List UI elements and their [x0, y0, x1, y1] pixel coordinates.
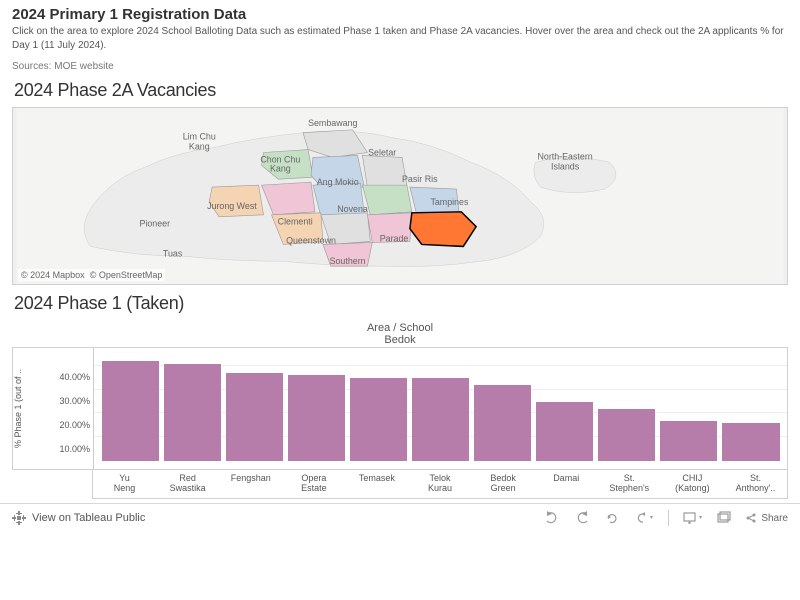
- tableau-link[interactable]: View on Tableau Public: [12, 511, 145, 525]
- svg-text:Parade: Parade: [380, 233, 409, 243]
- replay-button[interactable]: [604, 511, 620, 525]
- footer-toolbar: View on Tableau Public Share: [0, 503, 800, 533]
- svg-text:Queenstown: Queenstown: [286, 235, 336, 245]
- bar-column[interactable]: [535, 402, 595, 461]
- bar-column[interactable]: [597, 409, 657, 461]
- bar-column[interactable]: [286, 375, 346, 461]
- x-label: Damai: [535, 470, 598, 498]
- map-attribution: © 2024 Mapbox © OpenStreetMap: [18, 269, 165, 281]
- redo-button[interactable]: [574, 511, 590, 525]
- chart-header-label: Area / School: [12, 322, 788, 334]
- x-axis-labels: YuNengRedSwastikaFengshanOperaEstateTema…: [92, 470, 788, 499]
- bar[interactable]: [226, 373, 283, 461]
- bar[interactable]: [722, 423, 779, 461]
- get-image-button[interactable]: [717, 511, 731, 525]
- chart-section-title: 2024 Phase 1 (Taken): [0, 285, 800, 320]
- page-subtitle: Click on the area to explore 2024 School…: [12, 25, 788, 53]
- map-section-title: 2024 Phase 2A Vacancies: [0, 72, 800, 107]
- x-label: St.Anthony'..: [724, 470, 787, 498]
- bar-column[interactable]: [348, 378, 408, 461]
- x-label: OperaEstate: [282, 470, 345, 498]
- undo-button[interactable]: [544, 511, 560, 525]
- bar-column[interactable]: [224, 373, 284, 461]
- bar[interactable]: [102, 361, 159, 461]
- svg-text:Kang: Kang: [270, 163, 291, 173]
- tableau-icon: [12, 511, 26, 525]
- svg-text:Tuas: Tuas: [163, 248, 183, 258]
- x-label: TelokKurau: [408, 470, 471, 498]
- svg-text:Clementi: Clementi: [278, 217, 313, 227]
- svg-text:Jurong West: Jurong West: [207, 201, 257, 211]
- bar[interactable]: [350, 378, 407, 461]
- bar-column[interactable]: [721, 423, 781, 461]
- svg-text:Islands: Islands: [551, 161, 580, 171]
- bar[interactable]: [164, 364, 221, 461]
- y-axis: % Phase 1 (out of .. 40.00%30.00%20.00%1…: [13, 348, 93, 469]
- svg-text:Novena: Novena: [337, 204, 368, 214]
- bars-area[interactable]: [93, 348, 787, 469]
- bar[interactable]: [660, 421, 717, 461]
- bar[interactable]: [288, 375, 345, 461]
- map-region-bedok[interactable]: [410, 212, 476, 247]
- svg-text:Kang: Kang: [189, 142, 210, 152]
- x-label: BedokGreen: [472, 470, 535, 498]
- refresh-dropdown[interactable]: [634, 511, 654, 525]
- bar[interactable]: [412, 378, 469, 461]
- y-tick: 30.00%: [23, 389, 90, 413]
- chart-area-name: Bedok: [12, 334, 788, 346]
- presentation-dropdown[interactable]: [683, 511, 703, 525]
- svg-text:Pioneer: Pioneer: [139, 219, 170, 229]
- bar[interactable]: [598, 409, 655, 461]
- svg-text:Pasir Ris: Pasir Ris: [402, 174, 438, 184]
- map-container[interactable]: Sembawang Lim Chu Kang Chon Chu Kang Sel…: [12, 107, 788, 285]
- bar[interactable]: [536, 402, 593, 461]
- bar-column[interactable]: [659, 421, 719, 461]
- share-button[interactable]: Share: [745, 512, 788, 524]
- x-label: YuNeng: [93, 470, 156, 498]
- svg-text:Sembawang: Sembawang: [308, 118, 357, 128]
- footer-divider: [668, 510, 669, 526]
- bar[interactable]: [474, 385, 531, 461]
- bar-column[interactable]: [410, 378, 470, 461]
- y-axis-label: % Phase 1 (out of ..: [13, 348, 23, 469]
- header-section: 2024 Primary 1 Registration Data Click o…: [0, 0, 800, 72]
- bar-chart: Area / School Bedok % Phase 1 (out of ..…: [0, 322, 800, 499]
- x-label: CHIJ(Katong): [661, 470, 724, 498]
- svg-text:Lim Chu: Lim Chu: [183, 132, 216, 142]
- share-icon: [745, 512, 757, 524]
- x-label: Temasek: [345, 470, 408, 498]
- y-tick: 20.00%: [23, 413, 90, 437]
- bar-column[interactable]: [162, 364, 222, 461]
- singapore-map[interactable]: Sembawang Lim Chu Kang Chon Chu Kang Sel…: [13, 108, 787, 284]
- sources-text: Sources: MOE website: [12, 61, 788, 72]
- x-label: RedSwastika: [156, 470, 219, 498]
- bar-column[interactable]: [473, 385, 533, 461]
- svg-text:Seletar: Seletar: [368, 147, 396, 157]
- svg-text:North-Eastern: North-Eastern: [537, 151, 592, 161]
- bar-column[interactable]: [100, 361, 160, 461]
- page-title: 2024 Primary 1 Registration Data: [12, 6, 788, 23]
- svg-text:Ang Mokio: Ang Mokio: [317, 177, 359, 187]
- x-label: St.Stephen's: [598, 470, 661, 498]
- svg-text:Tampines: Tampines: [430, 197, 469, 207]
- y-tick: 40.00%: [23, 365, 90, 389]
- y-tick: 10.00%: [23, 437, 90, 461]
- x-label: Fengshan: [219, 470, 282, 498]
- svg-text:Southern: Southern: [330, 256, 366, 266]
